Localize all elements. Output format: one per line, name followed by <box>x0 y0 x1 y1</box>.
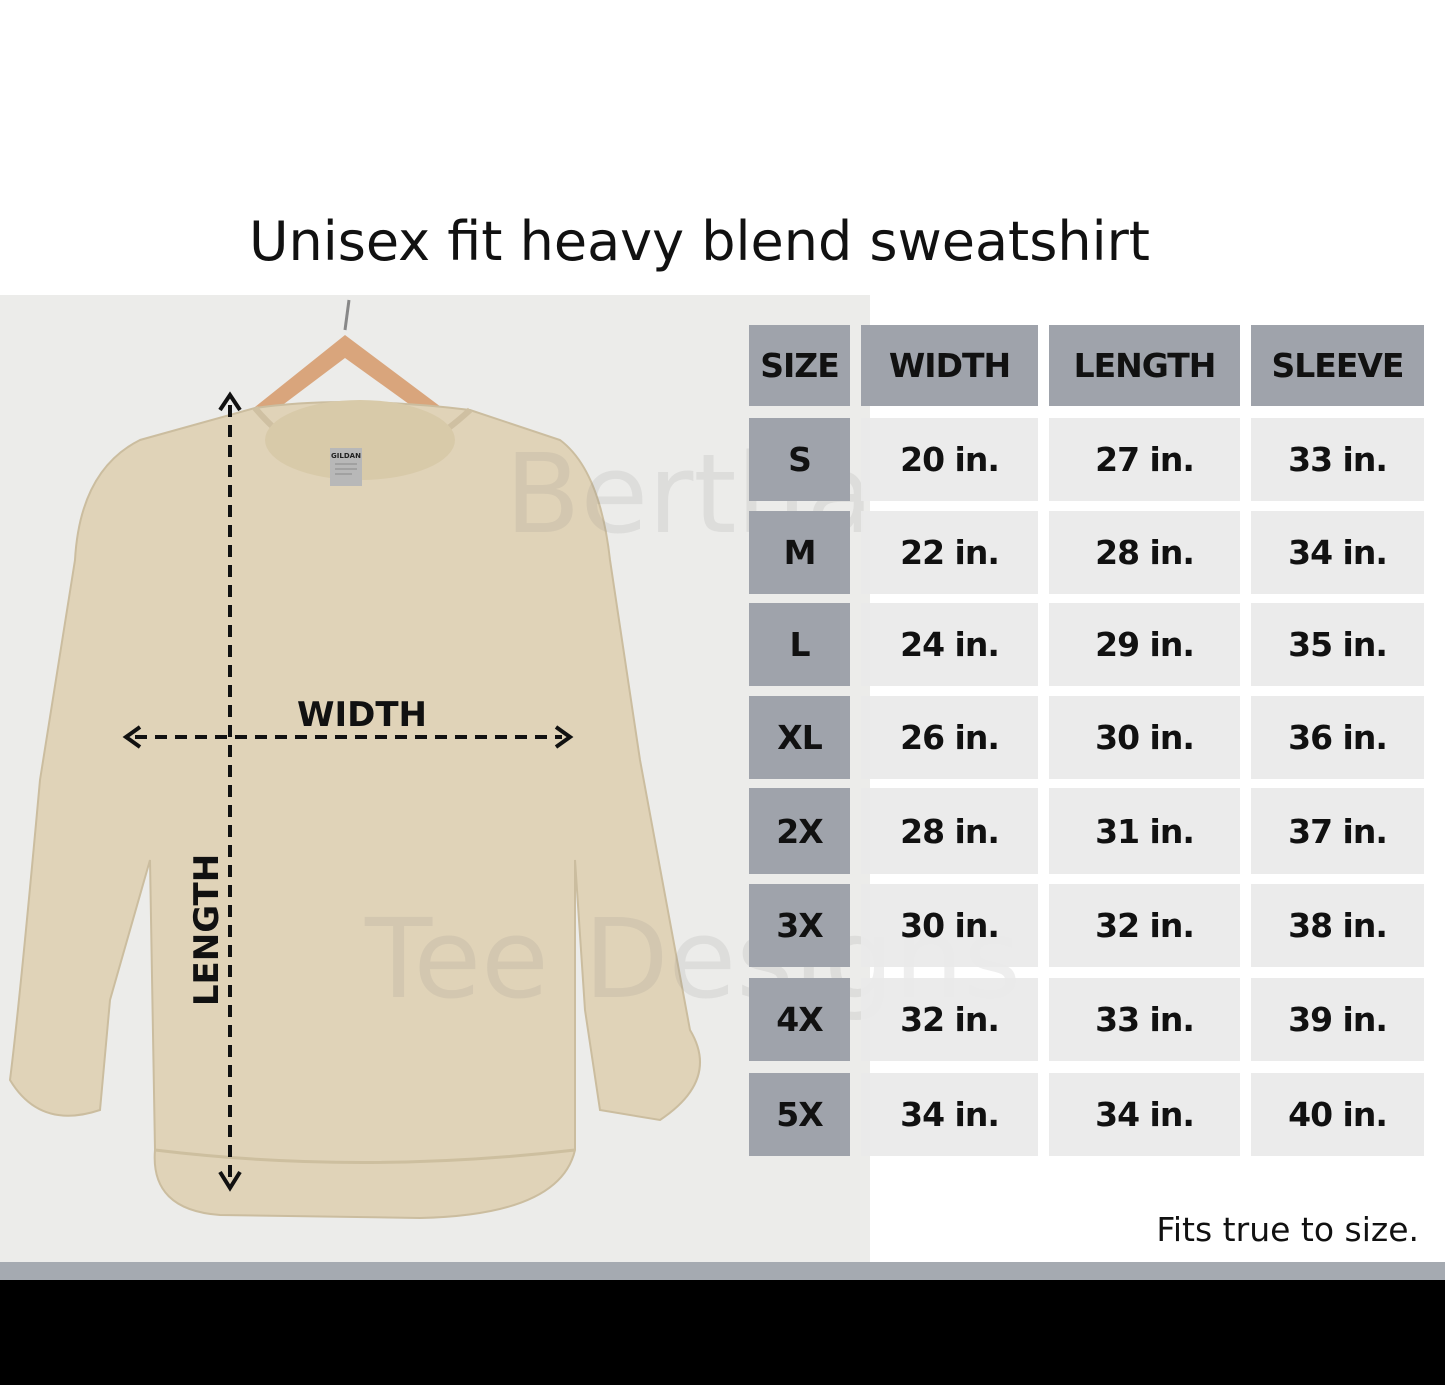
header-length: LENGTH <box>1049 325 1240 406</box>
measurement-cell: 27 in. <box>1049 418 1240 501</box>
bottom-bar <box>0 1262 1445 1280</box>
hanger-hook <box>343 299 351 331</box>
measurement-cell: 31 in. <box>1049 788 1240 874</box>
measurement-cell: 39 in. <box>1251 978 1424 1061</box>
measurement-cell: 30 in. <box>1049 696 1240 779</box>
measurement-cell: 28 in. <box>861 788 1038 874</box>
size-cell: L <box>749 603 850 686</box>
header-width: WIDTH <box>861 325 1038 406</box>
measurement-cell: 38 in. <box>1251 884 1424 967</box>
length-label: LENGTH <box>187 854 227 1006</box>
measurement-cell: 26 in. <box>861 696 1038 779</box>
measurement-cell: 30 in. <box>861 884 1038 967</box>
measurement-cell: 34 in. <box>1251 511 1424 594</box>
measurement-cell: 24 in. <box>861 603 1038 686</box>
length-arrowheads <box>218 391 242 1192</box>
page-title: Unisex fit heavy blend sweatshirt <box>0 210 1445 273</box>
sweatshirt-body <box>8 400 701 1220</box>
measurement-cell: 40 in. <box>1251 1073 1424 1156</box>
measurement-cell: 32 in. <box>1049 884 1240 967</box>
size-cell: 3X <box>749 884 850 967</box>
measurement-cell: 28 in. <box>1049 511 1240 594</box>
measurement-cell: 34 in. <box>1049 1073 1240 1156</box>
measurement-cell: 33 in. <box>1251 418 1424 501</box>
waistband-seam <box>154 1148 576 1164</box>
size-cell: 5X <box>749 1073 850 1156</box>
width-label: WIDTH <box>297 695 427 735</box>
size-cell: M <box>749 511 850 594</box>
measurement-cell: 35 in. <box>1251 603 1424 686</box>
size-cell: 4X <box>749 978 850 1061</box>
tag-fine-print <box>335 463 357 475</box>
footnote: Fits true to size. <box>1156 1210 1419 1249</box>
bottom-black-band <box>0 1280 1445 1385</box>
size-cell: XL <box>749 696 850 779</box>
header-size: SIZE <box>749 325 850 406</box>
sweatshirt-diagram: GILDAN WIDTH LENGTH <box>8 299 701 1220</box>
measurement-cell: 33 in. <box>1049 978 1240 1061</box>
measurement-cell: 22 in. <box>861 511 1038 594</box>
width-arrowheads <box>122 725 574 749</box>
tag-text: GILDAN <box>331 452 361 460</box>
gildan-tag <box>330 448 362 486</box>
measurement-cell: 32 in. <box>861 978 1038 1061</box>
sweatshirt-photo: GILDAN WIDTH LENGTH <box>0 295 870 1262</box>
title-text: Unisex fit heavy blend sweatshirt <box>249 210 1150 273</box>
size-cell: 2X <box>749 788 850 874</box>
size-cell: S <box>749 418 850 501</box>
measurement-cell: 29 in. <box>1049 603 1240 686</box>
measurement-cell: 20 in. <box>861 418 1038 501</box>
measurement-cell: 36 in. <box>1251 696 1424 779</box>
measurement-cell: 37 in. <box>1251 788 1424 874</box>
neck-opening <box>265 400 455 480</box>
header-sleeve: SLEEVE <box>1251 325 1424 406</box>
hanger <box>245 335 445 428</box>
measurement-cell: 34 in. <box>861 1073 1038 1156</box>
